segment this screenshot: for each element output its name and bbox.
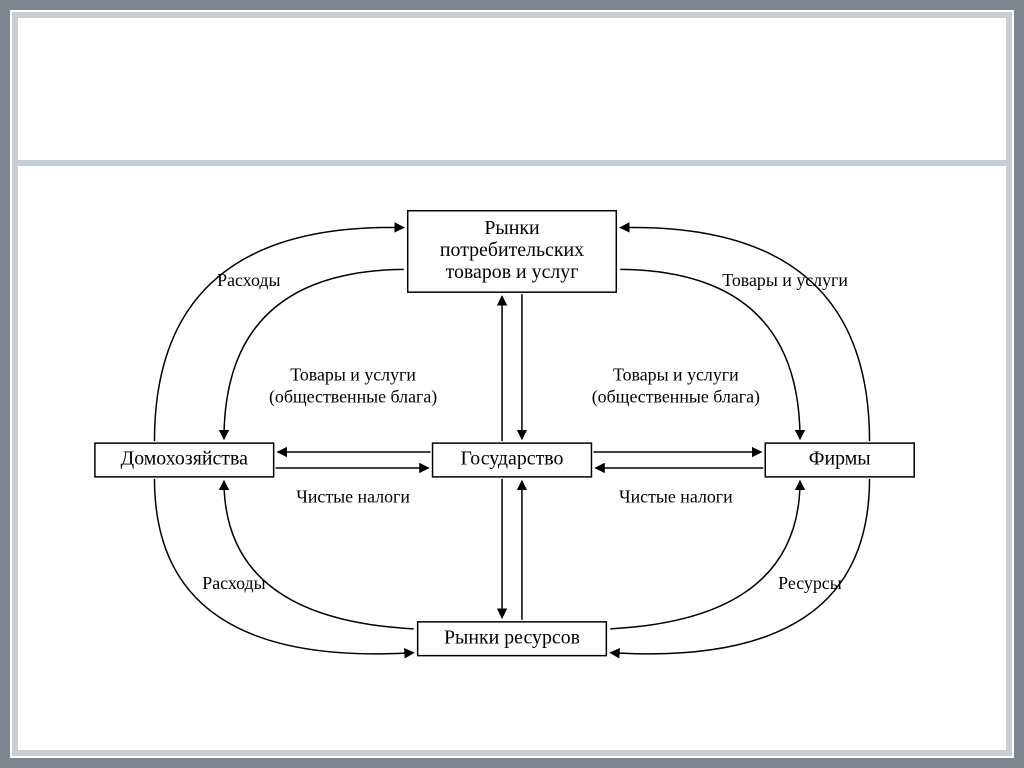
label-expenses-top-left: Расходы [217, 270, 280, 290]
arc-goodsmarket-to-firms-inner [620, 269, 800, 439]
node-state-label-0: Государство [461, 448, 564, 470]
outer-frame: Рынкипотребительскихтоваров и услуг Домох… [0, 0, 1024, 768]
node-households: Домохозяйства [95, 443, 274, 477]
node-goods-market: Рынкипотребительскихтоваров и услуг [408, 211, 617, 292]
label-public-goods-right-1: Товары и услуги [613, 365, 739, 385]
horizontal-separator [12, 160, 1012, 166]
arc-goodsmarket-to-households-inner [224, 269, 404, 439]
label-public-goods-left-1: Товары и услуги [290, 365, 416, 385]
label-goods-services-top-right: Товары и услуги [722, 270, 848, 290]
arc-households-to-goodsmarket-outer [154, 227, 403, 441]
label-public-goods-right-2: (общественные блага) [592, 386, 760, 407]
node-resource-market: Рынки ресурсов [418, 622, 607, 656]
label-net-taxes-right: Чистые налоги [619, 487, 733, 507]
arc-firms-to-goodsmarket-outer [620, 227, 869, 441]
inner-frame: Рынкипотребительскихтоваров и услуг Домох… [10, 10, 1014, 758]
node-goods-market-label-2: товаров и услуг [446, 261, 579, 283]
label-net-taxes-left: Чистые налоги [296, 487, 410, 507]
node-goods-market-label-0: Рынки [484, 217, 540, 239]
node-households-label-0: Домохозяйства [121, 448, 248, 470]
label-resources-bottom-right: Ресурсы [778, 573, 842, 593]
node-resource-market-label-0: Рынки ресурсов [444, 626, 580, 648]
label-public-goods-left-2: (общественные блага) [269, 386, 437, 407]
label-expenses-bottom-left: Расходы [202, 573, 265, 593]
circular-flow-diagram: Рынкипотребительскихтоваров и услуг Домох… [20, 172, 1004, 748]
diagram-area: Рынкипотребительскихтоваров и услуг Домох… [20, 172, 1004, 748]
node-state: Государство [433, 443, 592, 477]
node-firms: Фирмы [765, 443, 914, 477]
top-blank-panel [20, 20, 1004, 155]
node-goods-market-label-1: потребительских [440, 239, 584, 261]
node-firms-label-0: Фирмы [809, 448, 871, 470]
